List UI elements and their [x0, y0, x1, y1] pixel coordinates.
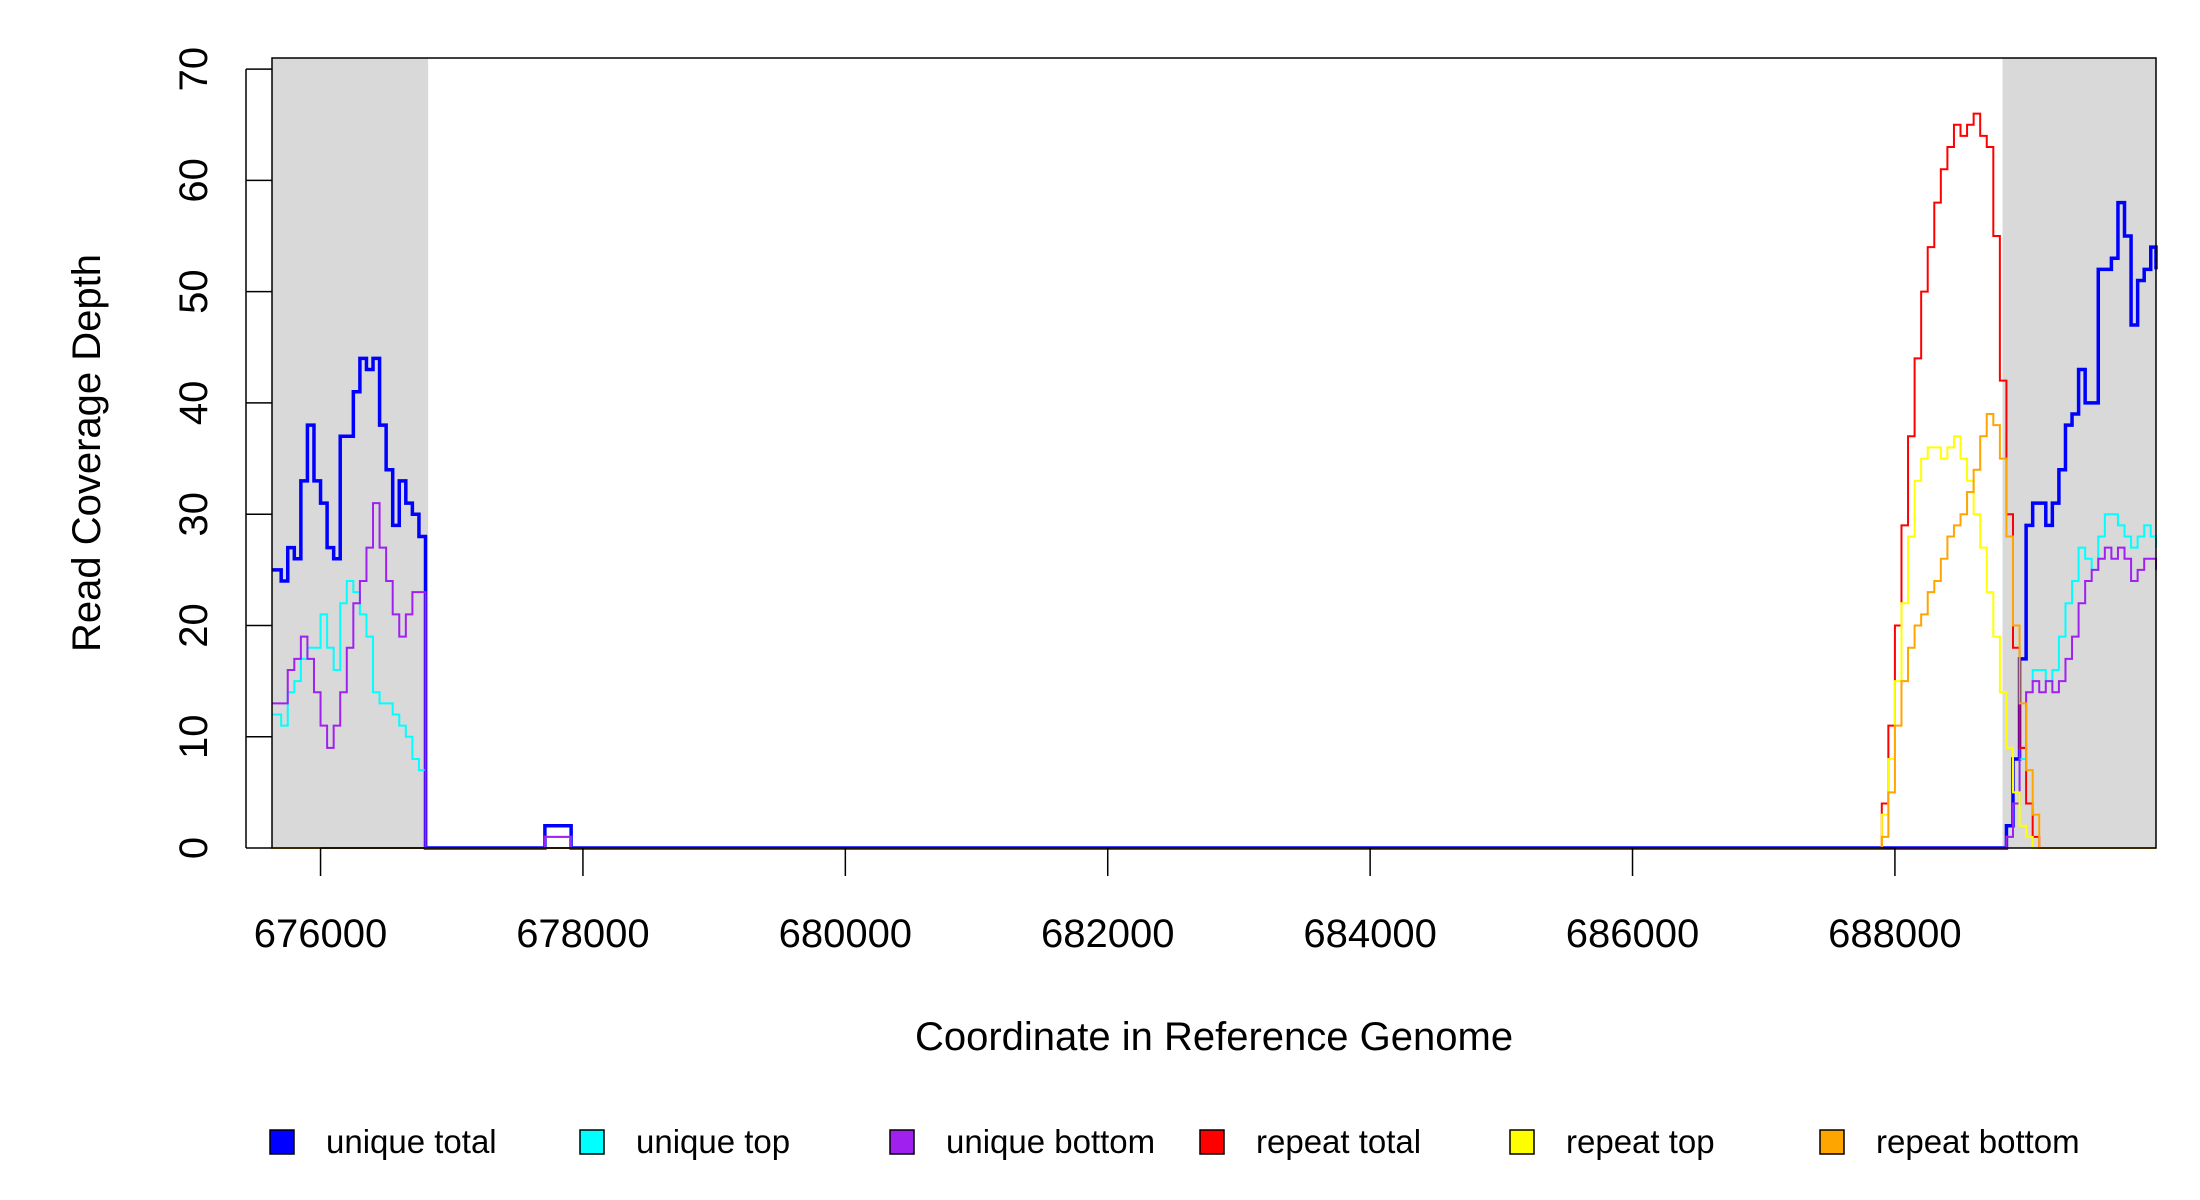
series-line-unique-total — [272, 200, 2158, 850]
legend-label: repeat bottom — [1876, 1123, 2080, 1160]
x-tick-label: 680000 — [779, 912, 912, 956]
series-line-repeat-total — [272, 112, 2156, 849]
y-tick-label: 20 — [172, 603, 216, 648]
plot-frame — [271, 57, 2157, 849]
y-tick-label: 60 — [172, 158, 216, 203]
legend-swatch — [1509, 1129, 1535, 1155]
legend-swatch — [889, 1129, 915, 1155]
shaded-regions — [272, 58, 2156, 848]
x-axis: 676000 678000 680000 682000 684000 686000 6880… — [254, 847, 1962, 956]
legend: unique total unique top unique bottom repea… — [269, 1123, 2080, 1160]
series-line-unique-top — [272, 513, 2157, 849]
series-line-repeat-bottom — [272, 413, 2156, 849]
y-tick-label: 10 — [172, 714, 216, 759]
x-tick-label: 676000 — [254, 912, 387, 956]
y-tick-label: 0 — [172, 837, 216, 859]
y-tick-label: 30 — [172, 492, 216, 537]
x-axis-label: Coordinate in Reference Genome — [915, 1015, 1513, 1059]
series-line-unique-bottom — [272, 502, 2157, 849]
x-tick-label: 678000 — [516, 912, 649, 956]
y-axis: 0 10 20 30 40 50 60 70 — [172, 47, 272, 859]
series-line-repeat-top — [272, 435, 2156, 849]
x-tick-label: 684000 — [1303, 912, 1436, 956]
y-tick-label: 40 — [172, 381, 216, 426]
y-axis-label: Read Coverage Depth — [65, 254, 109, 652]
legend-label: unique top — [636, 1123, 790, 1160]
x-tick-label: 682000 — [1041, 912, 1174, 956]
legend-label: unique bottom — [946, 1123, 1155, 1160]
legend-swatch — [579, 1129, 605, 1155]
series-lines — [272, 112, 2158, 850]
legend-label: repeat total — [1256, 1123, 1421, 1160]
legend-swatch — [1199, 1129, 1225, 1155]
shaded-region-2 — [2002, 58, 2156, 848]
x-tick-label: 688000 — [1828, 912, 1961, 956]
legend-label: repeat top — [1566, 1123, 1715, 1160]
legend-swatch — [269, 1129, 295, 1155]
legend-label: unique total — [326, 1123, 497, 1160]
shaded-region-1 — [272, 58, 429, 848]
x-tick-label: 686000 — [1566, 912, 1699, 956]
y-tick-label: 70 — [172, 47, 216, 92]
legend-swatch — [1819, 1129, 1845, 1155]
y-tick-label: 50 — [172, 269, 216, 314]
